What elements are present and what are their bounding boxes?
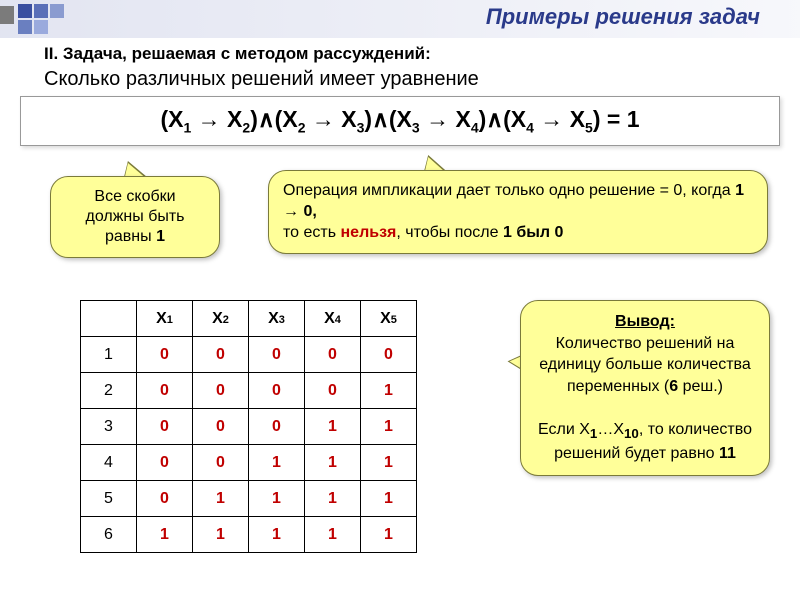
table-header-empty bbox=[81, 301, 137, 337]
callout-text: Все скобки должны быть равны bbox=[85, 188, 184, 245]
table-value: 0 bbox=[361, 337, 417, 373]
table-value: 1 bbox=[249, 517, 305, 553]
table-value: 1 bbox=[361, 445, 417, 481]
table-rownum: 6 bbox=[81, 517, 137, 553]
table-rownum: 3 bbox=[81, 409, 137, 445]
table-value: 0 bbox=[137, 445, 193, 481]
table-value: 1 bbox=[305, 517, 361, 553]
callout-text-bold: 1 bbox=[156, 228, 165, 245]
callout-conclusion: Вывод: Количество решений на единицу бол… bbox=[520, 300, 770, 476]
table-value: 1 bbox=[361, 517, 417, 553]
table-value: 0 bbox=[249, 373, 305, 409]
table-value: 0 bbox=[193, 445, 249, 481]
table-rownum: 2 bbox=[81, 373, 137, 409]
formula-text: (X1 → X2)∧(X2 → X3)∧(X3 → X4)∧(X4 → X5) … bbox=[160, 106, 639, 136]
callout-text-bold: 6 bbox=[669, 378, 678, 395]
table-value: 1 bbox=[361, 481, 417, 517]
truth-table: X1 X2 X3 X4 X5 1000002000013000114001115… bbox=[80, 300, 417, 553]
table-value: 1 bbox=[249, 445, 305, 481]
table-header: X2 bbox=[193, 301, 249, 337]
table-value: 1 bbox=[193, 481, 249, 517]
table-value: 1 bbox=[361, 409, 417, 445]
table-row: 400111 bbox=[81, 445, 417, 481]
callout-text: реш.) bbox=[678, 378, 723, 395]
callout-text-bold: 1 был 0 bbox=[503, 224, 563, 241]
callout-implication: Операция импликации дает только одно реш… bbox=[268, 170, 768, 254]
table-value: 1 bbox=[305, 481, 361, 517]
table-value: 1 bbox=[193, 517, 249, 553]
callout-text-red: нельзя bbox=[341, 224, 397, 241]
problem-heading: II. Задача, решаемая с методом рассужден… bbox=[44, 44, 431, 64]
table-value: 1 bbox=[361, 373, 417, 409]
table-header: X5 bbox=[361, 301, 417, 337]
callout-title: Вывод: bbox=[615, 313, 675, 330]
table-value: 0 bbox=[137, 373, 193, 409]
callout-text-bold: 11 bbox=[719, 445, 736, 462]
table-value: 0 bbox=[137, 481, 193, 517]
callout-text: …X bbox=[597, 421, 624, 438]
table-header: X1 bbox=[137, 301, 193, 337]
table-header: X4 bbox=[305, 301, 361, 337]
callout-text: Операция импликации дает только одно реш… bbox=[283, 182, 735, 199]
header-bar: Примеры решения задач bbox=[0, 0, 800, 38]
callout-all-brackets: Все скобки должны быть равны 1 bbox=[50, 176, 220, 258]
table-value: 0 bbox=[305, 337, 361, 373]
table-row: 200001 bbox=[81, 373, 417, 409]
callout-text: то есть bbox=[283, 224, 341, 241]
table-value: 0 bbox=[305, 373, 361, 409]
table-value: 0 bbox=[249, 409, 305, 445]
table-row: 300011 bbox=[81, 409, 417, 445]
table-rownum: 1 bbox=[81, 337, 137, 373]
table-value: 1 bbox=[305, 409, 361, 445]
table-value: 1 bbox=[249, 481, 305, 517]
table-value: 1 bbox=[137, 517, 193, 553]
table-value: 0 bbox=[137, 409, 193, 445]
table-row: 501111 bbox=[81, 481, 417, 517]
table-value: 0 bbox=[137, 337, 193, 373]
table-row: 100000 bbox=[81, 337, 417, 373]
callout-text: , чтобы после bbox=[396, 224, 503, 241]
formula-box: (X1 → X2)∧(X2 → X3)∧(X3 → X4)∧(X4 → X5) … bbox=[20, 96, 780, 146]
table-value: 0 bbox=[193, 373, 249, 409]
table-value: 0 bbox=[193, 337, 249, 373]
table-header-row: X1 X2 X3 X4 X5 bbox=[81, 301, 417, 337]
slide-title: Примеры решения задач bbox=[0, 4, 790, 30]
table-header: X3 bbox=[249, 301, 305, 337]
table-row: 611111 bbox=[81, 517, 417, 553]
table-rownum: 4 bbox=[81, 445, 137, 481]
table-value: 1 bbox=[305, 445, 361, 481]
table-value: 0 bbox=[193, 409, 249, 445]
table-value: 0 bbox=[249, 337, 305, 373]
callout-text: Если X bbox=[538, 421, 590, 438]
problem-statement: Сколько различных решений имеет уравнени… bbox=[44, 68, 479, 91]
table-rownum: 5 bbox=[81, 481, 137, 517]
